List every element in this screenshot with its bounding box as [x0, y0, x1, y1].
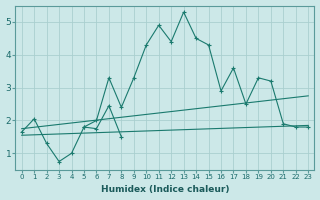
- X-axis label: Humidex (Indice chaleur): Humidex (Indice chaleur): [101, 185, 229, 194]
